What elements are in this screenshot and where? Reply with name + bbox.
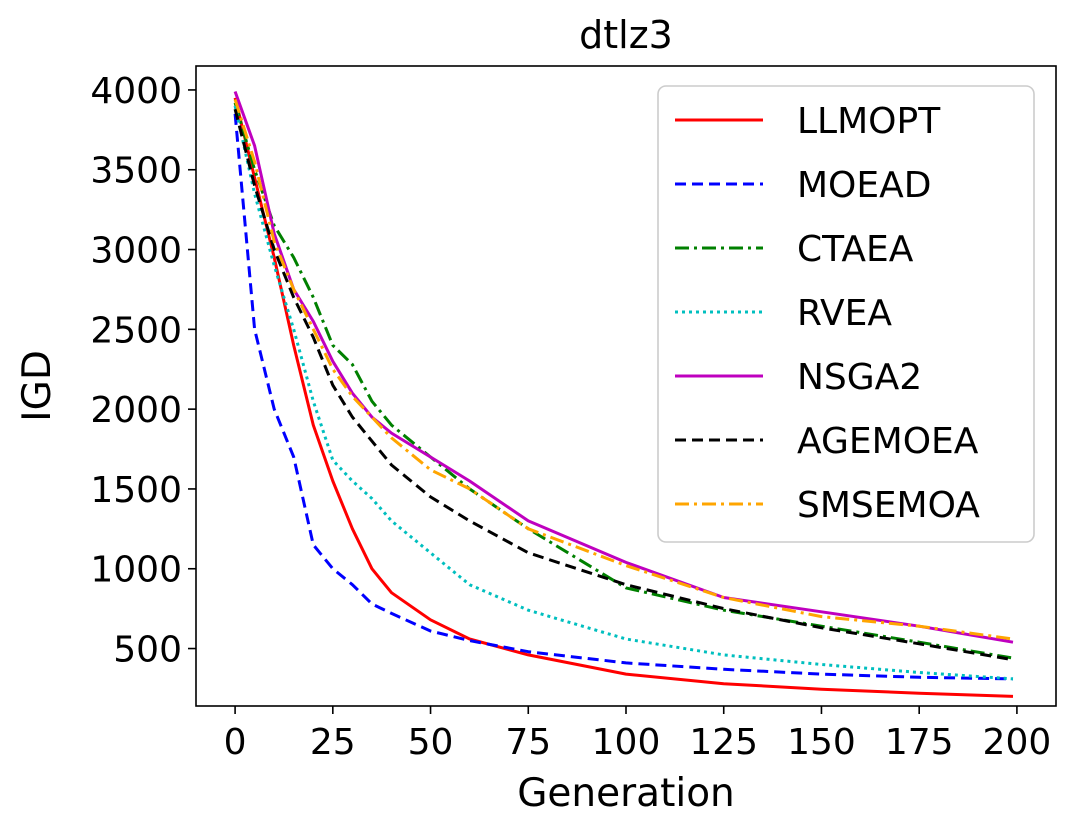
y-tick-label: 1500 xyxy=(90,470,182,511)
legend-label-smsemoa: SMSEMOA xyxy=(797,485,980,526)
legend-entries: LLMOPT MOEAD CTAEA RVEA NSGA2 AGEMOEA SMSEMOA xyxy=(675,101,980,526)
x-tick-label: 100 xyxy=(592,722,661,763)
x-tick-label: 25 xyxy=(310,722,356,763)
series-line-agemoea xyxy=(233,108,1014,662)
legend-label-nsga2: NSGA2 xyxy=(797,357,922,398)
y-tick-label: 500 xyxy=(113,630,182,671)
series-layer xyxy=(233,90,1014,698)
y-tick-label: 2000 xyxy=(90,390,182,431)
series-line-ctaea xyxy=(233,102,1014,660)
legend-box xyxy=(657,85,1035,543)
y-tick-label: 2500 xyxy=(90,310,182,351)
series-line-moead xyxy=(233,113,1014,681)
legend-label-ctaea: CTAEA xyxy=(797,229,914,270)
legend-label-llmopt: LLMOPT xyxy=(797,101,941,142)
x-tick-label: 0 xyxy=(224,722,247,763)
x-axis-title: Generation xyxy=(517,771,735,816)
series-line-smsemoa xyxy=(233,99,1014,641)
x-tick-label: 150 xyxy=(787,722,856,763)
x-tick-label: 200 xyxy=(983,722,1052,763)
legend-label-moead: MOEAD xyxy=(797,165,932,206)
y-tick-label: 1000 xyxy=(90,550,182,591)
series-line-nsga2 xyxy=(233,90,1014,644)
legend-label-rvea: RVEA xyxy=(797,293,892,334)
y-axis-title: IGD xyxy=(15,350,60,422)
y-tick-label: 3000 xyxy=(90,231,182,272)
x-tick-label: 175 xyxy=(885,722,954,763)
y-axis: 500 1000 1500 2000 2500 3000 3500 4000 xyxy=(90,71,196,671)
x-axis: 0 25 50 75 100 125 150 175 200 xyxy=(224,706,1052,763)
x-tick-label: 50 xyxy=(408,722,454,763)
legend: LLMOPT MOEAD CTAEA RVEA NSGA2 AGEMOEA SMSEMOA xyxy=(657,85,1035,543)
x-tick-label: 75 xyxy=(505,722,551,763)
y-tick-label: 3500 xyxy=(90,151,182,192)
x-tick-label: 125 xyxy=(689,722,758,763)
y-tick-label: 4000 xyxy=(90,71,182,112)
chart-title: dtlz3 xyxy=(579,13,673,57)
series-line-llmopt xyxy=(233,97,1014,698)
legend-label-agemoea: AGEMOEA xyxy=(797,421,979,462)
